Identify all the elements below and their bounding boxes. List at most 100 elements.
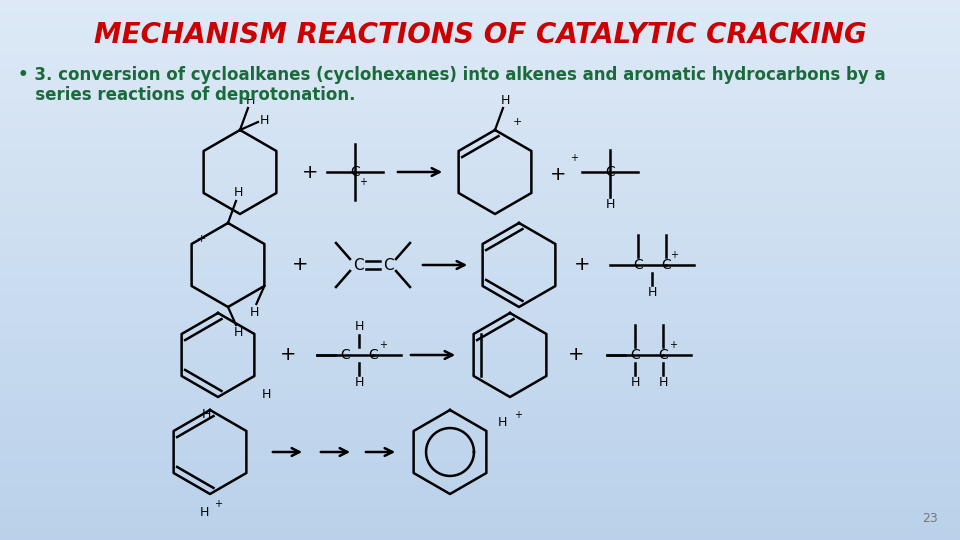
Bar (0, 8, 960, 11)
Bar (0, 416, 960, 418)
Bar (0, 338, 960, 340)
Text: • 3. conversion of cycloalkanes (cyclohexanes) into alkenes and aromatic hydroca: • 3. conversion of cycloalkanes (cyclohe… (18, 66, 886, 84)
Bar (0, 362, 960, 364)
Text: H: H (631, 376, 639, 389)
Bar (0, 40, 960, 43)
Bar (0, 27, 960, 30)
Text: H: H (200, 505, 208, 518)
Bar (0, 273, 960, 275)
Bar (0, 181, 960, 184)
Bar (0, 532, 960, 535)
Bar (0, 378, 960, 381)
Bar (0, 516, 960, 518)
Text: H: H (246, 93, 254, 106)
Bar (0, 427, 960, 429)
Bar (0, 148, 960, 151)
Bar (0, 116, 960, 119)
Bar (0, 475, 960, 478)
Bar (0, 402, 960, 405)
Text: MECHANISM REACTIONS OF CATALYTIC CRACKING: MECHANISM REACTIONS OF CATALYTIC CRACKIN… (94, 21, 866, 49)
Text: H: H (233, 186, 243, 199)
Bar (0, 262, 960, 265)
Bar (0, 30, 960, 32)
Bar (0, 76, 960, 78)
Bar (0, 119, 960, 122)
Bar (0, 381, 960, 383)
Bar (0, 157, 960, 159)
Bar (0, 375, 960, 378)
Bar (0, 518, 960, 521)
Text: C: C (350, 165, 360, 179)
Bar (0, 524, 960, 526)
Bar (0, 432, 960, 435)
Bar (0, 140, 960, 143)
Text: H: H (497, 416, 507, 429)
Text: +: + (513, 117, 521, 127)
Bar (0, 230, 960, 232)
Bar (0, 162, 960, 165)
Bar (0, 43, 960, 46)
Bar (0, 424, 960, 427)
Bar (0, 92, 960, 94)
Bar (0, 397, 960, 400)
Text: H: H (233, 327, 243, 340)
Bar (0, 3, 960, 5)
Text: C: C (605, 165, 614, 179)
Bar (0, 300, 960, 302)
Bar (0, 176, 960, 178)
Bar (0, 535, 960, 537)
Text: H: H (262, 388, 271, 401)
Bar (0, 100, 960, 103)
Bar (0, 281, 960, 284)
Bar (0, 270, 960, 273)
Text: C: C (661, 258, 671, 272)
Bar (0, 108, 960, 111)
Bar (0, 364, 960, 367)
Bar (0, 178, 960, 181)
Bar (0, 327, 960, 329)
Bar (0, 443, 960, 445)
Text: 23: 23 (923, 511, 938, 524)
Bar (0, 456, 960, 459)
Bar (0, 167, 960, 170)
Bar (0, 354, 960, 356)
Bar (0, 359, 960, 362)
Bar (0, 192, 960, 194)
Bar (0, 437, 960, 440)
Bar (0, 62, 960, 65)
Bar (0, 113, 960, 116)
Bar (0, 173, 960, 176)
Bar (0, 335, 960, 338)
Bar (0, 130, 960, 132)
Bar (0, 446, 960, 448)
Bar (0, 294, 960, 297)
Text: C: C (634, 258, 643, 272)
Bar (0, 356, 960, 359)
Bar (0, 383, 960, 386)
Bar (0, 392, 960, 394)
Bar (0, 367, 960, 370)
Bar (0, 216, 960, 219)
Bar (0, 0, 960, 3)
Bar (0, 211, 960, 213)
Bar (0, 400, 960, 402)
Bar (0, 521, 960, 524)
Text: +: + (570, 153, 578, 163)
Bar (0, 321, 960, 324)
Bar (0, 49, 960, 51)
Bar (0, 297, 960, 300)
Bar (0, 238, 960, 240)
Bar (0, 35, 960, 38)
Bar (0, 502, 960, 505)
Text: +: + (292, 255, 308, 274)
Bar (0, 505, 960, 508)
Text: +: + (574, 255, 590, 274)
Bar (0, 526, 960, 529)
Bar (0, 340, 960, 343)
Text: H: H (354, 321, 364, 334)
Bar (0, 186, 960, 189)
Bar (0, 491, 960, 494)
Bar (0, 305, 960, 308)
Bar (0, 462, 960, 464)
Bar (0, 57, 960, 59)
